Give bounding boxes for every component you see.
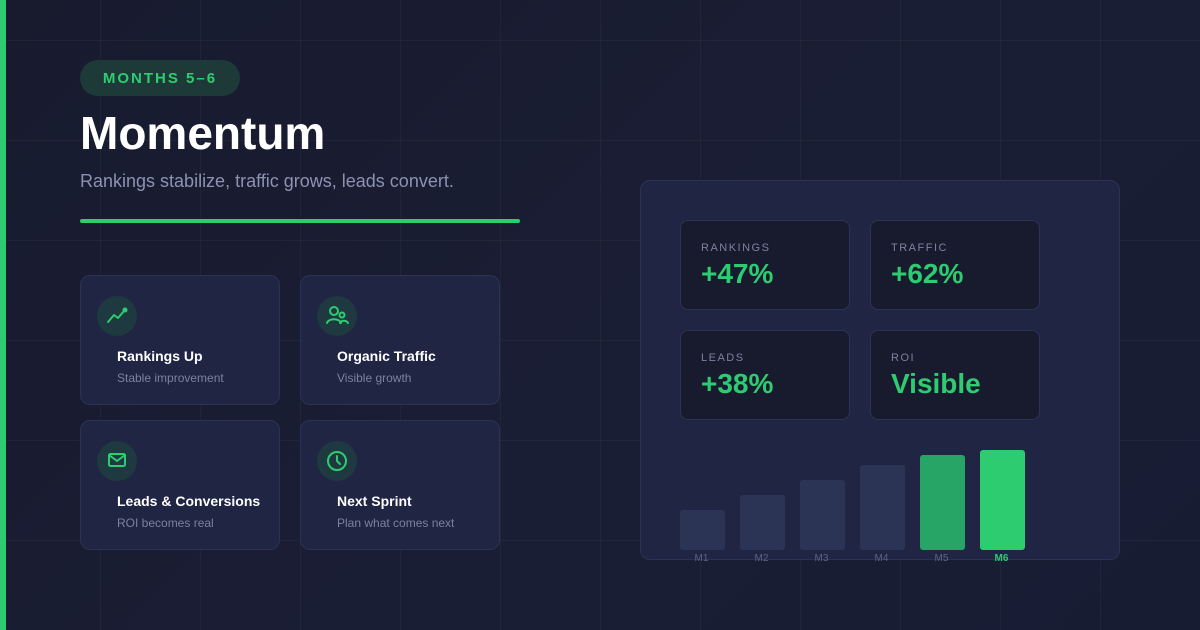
- stat-rankings: RANKINGS +47%: [680, 220, 850, 310]
- stat-value: Visible: [891, 368, 981, 399]
- stat-label: RANKINGS: [701, 242, 771, 254]
- phase-badge: MONTHS 5–6: [80, 60, 240, 96]
- card-subtitle: Visible growth: [337, 371, 412, 385]
- stat-label: TRAFFIC: [891, 242, 948, 254]
- bar-label-m4: M4: [874, 553, 889, 564]
- card-subtitle: Stable improvement: [117, 371, 224, 385]
- trending-up-icon: [97, 296, 137, 336]
- card-title: Organic Traffic: [337, 348, 436, 364]
- bar-m1: [680, 510, 725, 550]
- bar-m6: [980, 450, 1025, 550]
- card-title: Rankings Up: [117, 348, 203, 364]
- bar-m4: [860, 465, 905, 550]
- card-subtitle: ROI becomes real: [117, 516, 214, 530]
- card-title: Leads & Conversions: [117, 493, 261, 509]
- clock-icon: [317, 441, 357, 481]
- mail-icon: [97, 441, 137, 481]
- stat-traffic: TRAFFIC +62%: [870, 220, 1040, 310]
- bar-label-m1: M1: [694, 553, 709, 564]
- card-subtitle: Plan what comes next: [337, 516, 455, 530]
- card-leads-conversions: Leads & Conversions ROI becomes real: [80, 420, 280, 550]
- bar-m3: [800, 480, 845, 550]
- bar-m2: [740, 495, 785, 550]
- bar-label-m3: M3: [814, 553, 829, 564]
- title-divider: [80, 219, 520, 223]
- card-next-sprint: Next Sprint Plan what comes next: [300, 420, 500, 550]
- stat-value: +62%: [891, 258, 964, 289]
- stat-value: +38%: [701, 368, 774, 399]
- card-organic-traffic: Organic Traffic Visible growth: [300, 275, 500, 405]
- stat-label: LEADS: [701, 352, 745, 364]
- stat-roi: ROI Visible: [870, 330, 1040, 420]
- bar-label-m6: M6: [994, 553, 1009, 564]
- bar-label-m2: M2: [754, 553, 769, 564]
- bar-label-m5: M5: [934, 553, 949, 564]
- stat-leads: LEADS +38%: [680, 330, 850, 420]
- stat-value: +47%: [701, 258, 774, 289]
- page-title: Momentum: [80, 107, 326, 159]
- left-accent-bar: [0, 0, 6, 630]
- card-title: Next Sprint: [337, 493, 412, 509]
- stat-label: ROI: [891, 352, 916, 364]
- users-icon: [317, 296, 357, 336]
- bar-m5: [920, 455, 965, 550]
- page-subtitle: Rankings stabilize, traffic grows, leads…: [80, 171, 454, 191]
- card-rankings-up: Rankings Up Stable improvement: [80, 275, 280, 405]
